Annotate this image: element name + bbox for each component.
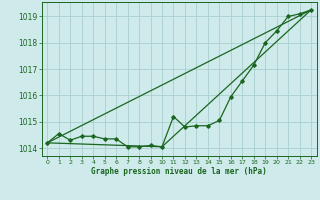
X-axis label: Graphe pression niveau de la mer (hPa): Graphe pression niveau de la mer (hPa)	[91, 167, 267, 176]
